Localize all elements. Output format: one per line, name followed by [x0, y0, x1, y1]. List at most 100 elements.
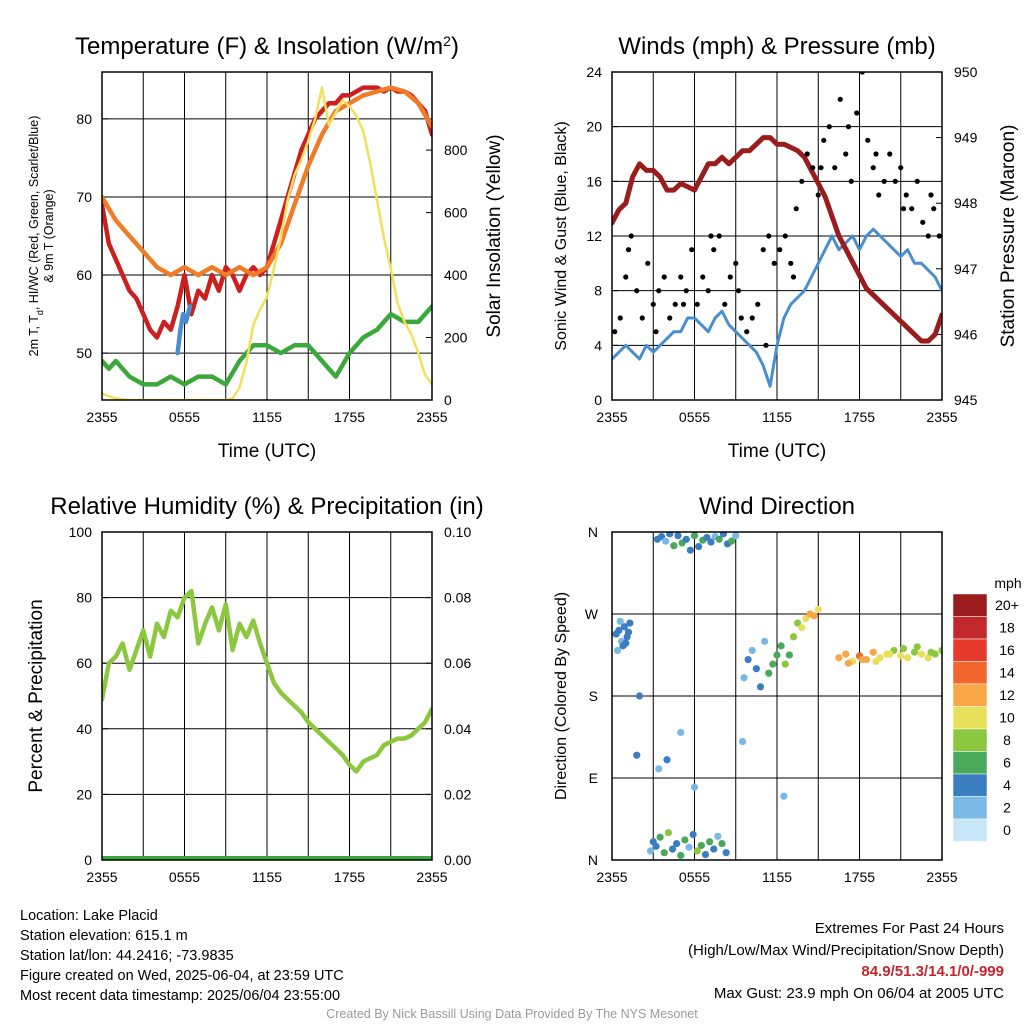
gust-point	[848, 178, 854, 184]
gust-point	[700, 274, 706, 280]
y-tick-label: 12	[586, 228, 602, 244]
x-tick-label: 1155	[252, 869, 282, 885]
y-tick-label: S	[589, 688, 598, 704]
gust-point	[898, 165, 904, 171]
gust-point	[900, 206, 907, 212]
wind-direction-point	[835, 654, 843, 662]
gust-point	[777, 247, 783, 253]
y2-tick-label: 950	[954, 64, 978, 80]
temperature-series-4	[175, 304, 193, 356]
y-tick-label: N	[588, 524, 598, 540]
x-axis-label: Time (UTC)	[728, 441, 827, 462]
x-tick-label: 1155	[762, 409, 792, 425]
gust-point	[815, 192, 821, 198]
y-tick-label: N	[588, 852, 598, 868]
y-tick-label: 50	[76, 345, 92, 361]
wind-direction-point	[656, 833, 664, 841]
panel-3: Relative Humidity (%) & Precipitation (i…	[26, 493, 484, 885]
gust-point	[826, 124, 832, 130]
gust-point	[639, 315, 645, 321]
wind-direction-point	[910, 648, 919, 656]
gust-point	[678, 274, 684, 280]
y2-tick-label: 800	[444, 142, 468, 158]
y2-tick-label: 0.06	[444, 655, 471, 671]
wind-direction-point	[869, 648, 877, 656]
gust-point	[881, 178, 887, 184]
legend-swatch	[952, 706, 988, 730]
wind-direction-point	[740, 674, 748, 682]
legend-swatch	[952, 616, 988, 640]
legend-label: 2	[1003, 800, 1011, 816]
gust-point	[818, 165, 824, 171]
wind-direction-point	[673, 840, 681, 848]
gust-point	[667, 315, 673, 321]
y-tick-label: 24	[586, 64, 602, 80]
panel-1: Temperature (F) & Insolation (W/m2)2355 0…	[27, 33, 505, 462]
panel-title: Winds (mph) & Pressure (mb)	[618, 33, 935, 60]
y-tick-label: 20	[76, 786, 92, 802]
wind-direction-point	[761, 637, 769, 645]
wind-direction-point	[686, 546, 694, 554]
x-tick-label: 2355	[86, 409, 117, 425]
panel-title: Relative Humidity (%) & Precipitation (i…	[50, 493, 483, 520]
legend-label: 20+	[995, 597, 1019, 613]
gust-point	[810, 165, 816, 171]
wind-direction-point	[844, 659, 853, 667]
x-tick-label: 1755	[334, 869, 365, 885]
y2-axis-label: Station Pressure (Maroon)	[998, 125, 1019, 348]
y2-tick-label: 400	[444, 267, 468, 283]
wind-direction-point	[899, 645, 908, 653]
max-gust: Max Gust: 23.9 mph On 06/04 at 2005 UTC	[713, 984, 1004, 1002]
gust-point	[914, 178, 920, 184]
y2-tick-label: 0.08	[444, 590, 471, 606]
gust-point	[738, 315, 744, 321]
station-latlon: Station lat/lon: 44.2416; -73.9835	[20, 948, 234, 964]
legend-swatch	[952, 661, 988, 685]
y2-tick-label: 945	[954, 392, 978, 408]
x-tick-label: 2355	[416, 869, 447, 885]
gust-point	[689, 247, 695, 253]
gust-point	[625, 247, 632, 253]
speed-legend: mph 20+ 18 16 14 12 10 8 6 4 2 0	[952, 575, 1022, 842]
rh-series	[102, 588, 432, 774]
gust-point	[931, 206, 937, 212]
wind-direction-point	[814, 605, 822, 614]
panel-title: Wind Direction	[699, 493, 855, 520]
wind-direction-point	[904, 654, 912, 662]
legend-title: mph	[994, 575, 1021, 591]
wind-direction-point	[697, 841, 705, 850]
y2-tick-label: 0	[444, 392, 452, 408]
gust-point	[612, 329, 618, 335]
gust-point	[771, 260, 777, 266]
x-tick-label: 2355	[596, 409, 627, 425]
wind-direction-point	[646, 847, 655, 855]
wind-direction-point	[695, 542, 703, 551]
recent-data-timestamp: Most recent data timestamp: 2025/06/04 2…	[20, 988, 341, 1004]
x-tick-label: 1755	[334, 409, 365, 425]
wind-direction-point	[714, 832, 722, 840]
wind-direction-point	[744, 655, 752, 664]
y-tick-label: 8	[594, 283, 602, 299]
y2-tick-label: 0.04	[444, 721, 471, 737]
wind-direction-point	[635, 692, 644, 700]
wind-direction-point	[626, 619, 634, 627]
legend-swatch	[952, 773, 988, 797]
gust-point	[909, 206, 915, 212]
y-tick-label: 20	[586, 119, 602, 135]
wind-direction-point	[681, 836, 689, 844]
x-tick-label: 0555	[169, 869, 200, 885]
y-axis-label-subscript: d	[35, 310, 45, 315]
gust-point	[735, 288, 742, 294]
y-tick-label: 16	[586, 173, 602, 189]
gust-point	[873, 151, 879, 157]
wind-direction-point	[794, 619, 802, 627]
y2-tick-label: 600	[444, 205, 468, 221]
wind-direction-point	[693, 847, 701, 855]
gust-point	[763, 342, 769, 348]
wind-direction-point	[703, 533, 711, 542]
wind-direction-point	[668, 845, 677, 853]
gust-point	[790, 274, 797, 280]
wind-direction-point	[897, 652, 905, 660]
figure-created: Figure created on Wed, 2025-06-04, at 23…	[20, 968, 344, 984]
